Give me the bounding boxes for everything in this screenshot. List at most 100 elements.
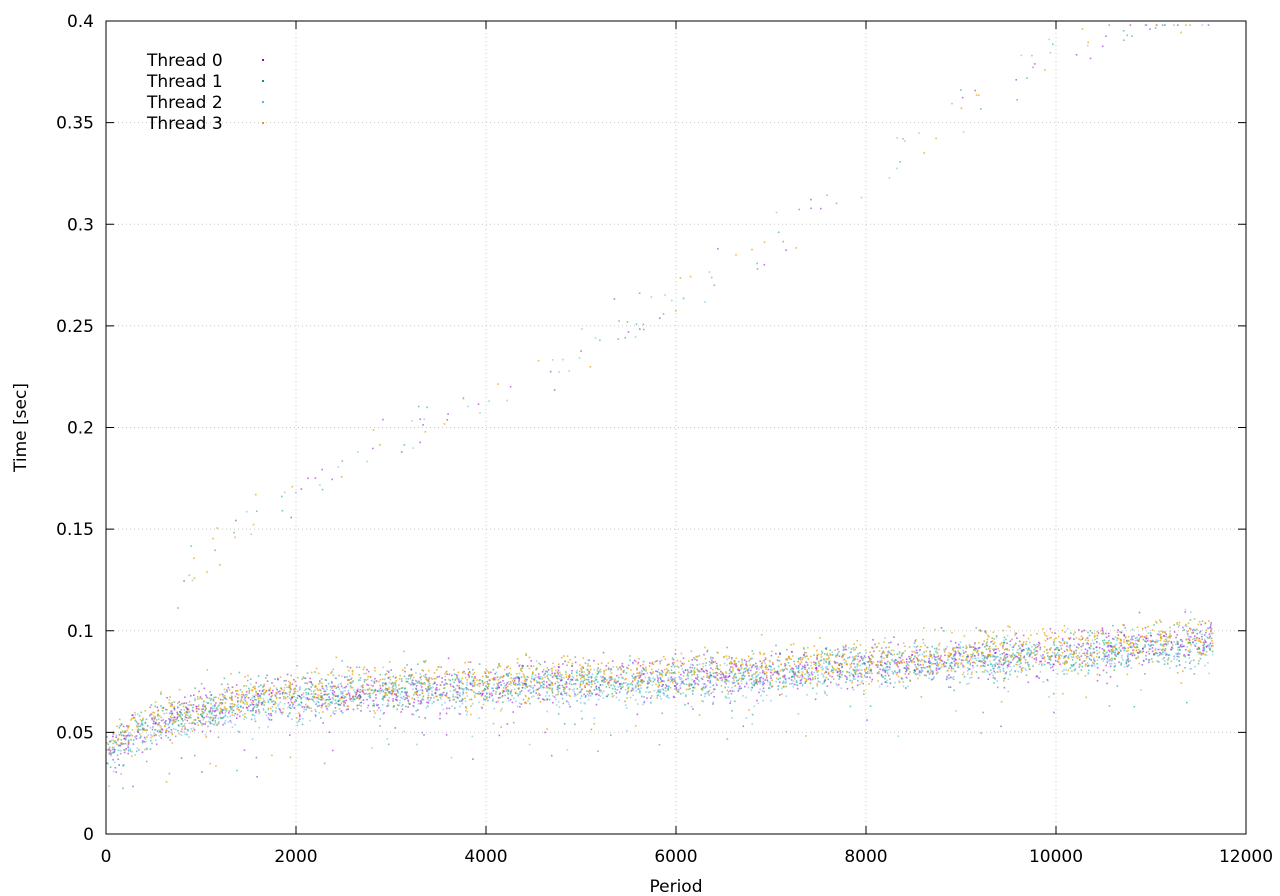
- data-point: [398, 704, 400, 707]
- data-point: [536, 688, 539, 691]
- data-point: [946, 645, 948, 648]
- data-point: [537, 673, 540, 675]
- data-point: [359, 695, 362, 698]
- data-point: [750, 666, 753, 669]
- data-point: [484, 698, 487, 701]
- data-point: [1200, 641, 1202, 643]
- outlier-point: [627, 331, 630, 333]
- data-point: [727, 686, 730, 689]
- data-point: [373, 699, 376, 702]
- data-point: [498, 692, 501, 694]
- data-point: [994, 658, 996, 661]
- data-point: [485, 668, 487, 670]
- data-point: [999, 661, 1001, 663]
- data-point: [1204, 640, 1206, 642]
- data-point: [908, 667, 910, 670]
- data-point: [797, 664, 800, 667]
- data-point: [140, 723, 143, 725]
- data-point: [182, 705, 185, 708]
- data-point: [367, 684, 370, 686]
- data-point: [1039, 660, 1041, 663]
- data-point: [677, 666, 680, 669]
- data-point: [189, 714, 192, 716]
- data-point: [118, 763, 120, 766]
- data-point: [861, 657, 863, 660]
- data-point: [1001, 664, 1004, 667]
- data-point: [1156, 660, 1158, 662]
- data-point: [1035, 657, 1038, 659]
- data-point: [609, 670, 612, 672]
- data-point: [640, 680, 642, 683]
- data-point: [286, 693, 288, 695]
- data-point: [202, 705, 204, 708]
- data-point: [565, 676, 568, 678]
- data-point: [420, 678, 422, 681]
- data-point: [953, 647, 955, 649]
- data-point: [586, 668, 588, 671]
- data-point: [981, 658, 984, 660]
- data-point: [907, 667, 909, 669]
- data-point: [106, 736, 108, 738]
- data-point: [617, 667, 620, 670]
- data-point: [138, 729, 140, 731]
- outlier-point: [1105, 35, 1107, 37]
- data-point: [558, 678, 561, 680]
- data-point: [1189, 627, 1191, 630]
- data-point: [340, 692, 342, 695]
- data-point: [207, 716, 210, 718]
- data-point: [666, 696, 669, 698]
- data-point: [611, 678, 614, 681]
- data-point: [620, 688, 622, 690]
- data-point: [558, 687, 561, 690]
- data-point: [1078, 652, 1081, 654]
- data-point: [541, 670, 544, 673]
- outlier-point: [562, 358, 564, 361]
- data-point: [1130, 667, 1133, 669]
- data-point: [389, 691, 391, 693]
- data-point: [745, 681, 748, 683]
- data-point: [1114, 650, 1116, 652]
- outlier-point: [1164, 24, 1166, 26]
- data-point: [588, 681, 590, 683]
- data-point: [1041, 657, 1044, 660]
- data-point: [787, 655, 790, 658]
- data-point: [187, 717, 189, 719]
- data-point: [446, 707, 448, 710]
- data-point: [158, 718, 160, 720]
- data-point: [1004, 648, 1007, 650]
- data-point: [1168, 636, 1170, 638]
- data-point: [407, 702, 410, 705]
- data-point: [588, 693, 591, 695]
- data-point: [166, 727, 168, 730]
- data-point: [275, 687, 278, 689]
- data-point: [574, 693, 576, 695]
- data-point: [715, 682, 717, 685]
- data-point: [234, 712, 236, 715]
- data-point: [156, 715, 159, 717]
- data-point: [206, 669, 209, 671]
- data-point: [544, 676, 546, 679]
- data-point: [1169, 630, 1171, 633]
- data-point: [395, 698, 397, 701]
- outlier-point: [659, 317, 661, 319]
- data-point: [732, 670, 734, 672]
- data-point: [858, 661, 860, 663]
- data-point: [803, 648, 805, 650]
- data-point: [420, 686, 423, 688]
- data-point: [599, 689, 602, 691]
- data-point: [441, 677, 443, 679]
- data-point: [526, 678, 528, 681]
- outlier-point: [820, 207, 822, 210]
- data-point: [695, 677, 697, 680]
- data-point: [694, 683, 696, 686]
- data-point: [885, 669, 887, 672]
- data-point: [901, 662, 903, 664]
- data-point: [1147, 637, 1149, 640]
- data-point: [1031, 646, 1033, 648]
- data-point: [579, 685, 582, 688]
- data-point: [1080, 645, 1083, 648]
- data-point: [317, 705, 319, 708]
- data-point: [582, 682, 584, 684]
- data-point: [738, 677, 741, 680]
- data-point: [216, 723, 219, 726]
